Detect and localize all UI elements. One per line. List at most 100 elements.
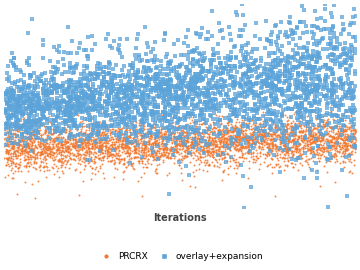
Point (45, 104, 51, 108)
Point (56, 84, 62, 89)
Point (96, 85, 102, 89)
Point (233, 171, 239, 175)
Point (133, 138, 139, 142)
Point (36, 105, 42, 109)
Point (337, 147, 343, 151)
Point (135, 142, 141, 147)
Point (13, 118, 19, 122)
Point (279, 114, 284, 118)
Point (351, 128, 357, 132)
Point (86, 141, 91, 145)
Point (291, 137, 296, 141)
Point (211, 162, 217, 167)
Point (55, 157, 60, 162)
Point (153, 139, 159, 143)
Point (147, 111, 153, 116)
Point (307, 142, 312, 146)
Point (64, 160, 70, 164)
Point (147, 134, 153, 139)
Point (122, 95, 128, 99)
Point (48, 70, 54, 74)
Point (289, 145, 295, 149)
Point (86, 95, 92, 99)
Point (163, 89, 168, 93)
Point (288, 76, 294, 80)
Point (114, 103, 120, 107)
Point (10, 140, 15, 144)
Point (261, 129, 267, 134)
Point (243, 122, 249, 126)
Point (232, 75, 238, 79)
Point (192, 132, 198, 137)
Point (221, 155, 226, 160)
Point (132, 146, 138, 150)
Point (2, 122, 8, 126)
Point (44, 145, 50, 149)
Point (110, 72, 116, 77)
Point (258, 74, 264, 78)
Point (157, 80, 163, 84)
Point (227, 82, 233, 87)
Point (22, 141, 27, 145)
Point (7, 123, 13, 127)
Point (99, 148, 104, 153)
Point (59, 163, 64, 167)
Point (161, 146, 167, 150)
Point (312, 151, 318, 156)
Point (244, 75, 250, 79)
Point (192, 119, 197, 124)
Point (62, 165, 68, 169)
Point (4, 140, 9, 144)
Point (310, 134, 315, 139)
Point (6, 143, 12, 148)
Point (220, 70, 226, 74)
Point (208, 143, 213, 147)
Point (53, 86, 58, 90)
Point (116, 127, 122, 131)
Point (273, 62, 279, 66)
Point (328, 39, 333, 43)
Point (204, 107, 210, 112)
Point (253, 123, 258, 127)
Point (104, 127, 110, 131)
Point (68, 113, 74, 117)
Point (196, 139, 202, 143)
X-axis label: Iterations: Iterations (153, 213, 207, 223)
Point (267, 128, 273, 132)
Point (73, 123, 79, 127)
Point (329, 52, 335, 56)
Point (168, 82, 174, 87)
Point (195, 157, 201, 161)
Point (184, 155, 189, 160)
Point (275, 162, 281, 166)
Point (219, 28, 225, 32)
Point (143, 70, 148, 74)
Point (278, 147, 284, 151)
Point (105, 32, 111, 36)
Point (300, 130, 306, 134)
Point (320, 122, 326, 127)
Point (19, 130, 24, 134)
Point (204, 169, 210, 173)
Point (104, 100, 109, 104)
Point (78, 139, 84, 144)
Point (274, 135, 279, 139)
Point (135, 109, 141, 113)
Point (253, 82, 259, 86)
Point (347, 83, 353, 88)
Point (232, 145, 238, 149)
Point (342, 52, 348, 56)
Point (115, 157, 121, 161)
Point (58, 141, 64, 146)
Point (302, 140, 308, 145)
Point (240, 72, 246, 76)
Point (151, 136, 157, 141)
Point (81, 69, 87, 73)
Point (167, 113, 173, 117)
Point (318, 146, 324, 150)
Point (261, 125, 267, 130)
Point (177, 143, 183, 148)
Point (87, 115, 93, 119)
Point (278, 142, 283, 146)
Point (288, 130, 293, 134)
